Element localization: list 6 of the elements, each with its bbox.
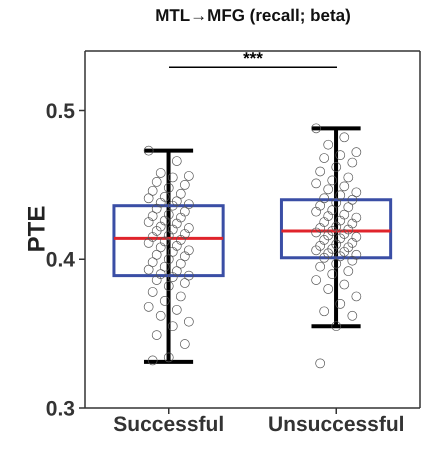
y-tick-label: 0.3 — [46, 397, 75, 420]
x-tick-label: Successful — [113, 412, 224, 436]
annotation: *** — [242, 48, 264, 68]
y-tick-label: 0.5 — [46, 100, 76, 123]
x-tick-label: Unsuccessful — [268, 412, 405, 436]
chart-title: MTL→MFG (recall; beta) — [154, 6, 352, 26]
